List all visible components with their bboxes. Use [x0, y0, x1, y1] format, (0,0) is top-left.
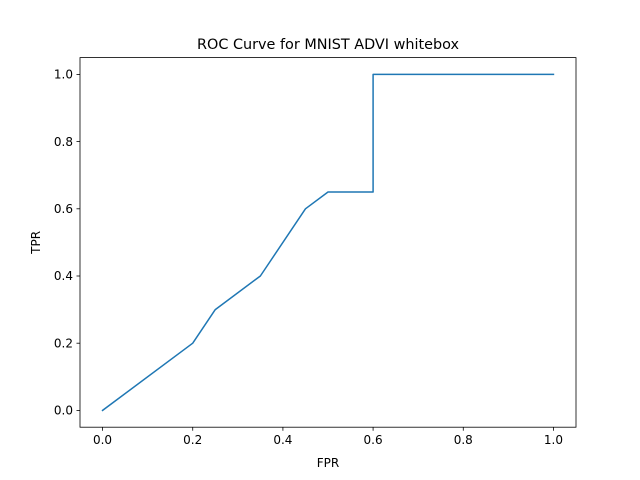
y-tick-label: 0.6 — [54, 202, 73, 216]
chart-title: ROC Curve for MNIST ADVI whitebox — [197, 37, 459, 53]
x-tick-label: 1.0 — [544, 433, 563, 447]
x-tick-label: 0.6 — [364, 433, 383, 447]
y-tick-label: 0.2 — [54, 336, 73, 350]
y-tick-label: 0.4 — [54, 269, 73, 283]
x-tick-label: 0.8 — [454, 433, 473, 447]
roc-curve-line — [101, 73, 555, 412]
y-tick-label: 1.0 — [54, 68, 73, 82]
y-tick-label: 0.0 — [54, 404, 73, 418]
y-axis-label: TPR — [29, 231, 43, 255]
x-tick-label: 0.4 — [273, 433, 292, 447]
x-axis-ticks: 0.0 0.2 0.4 0.6 0.8 1.0 — [93, 427, 563, 447]
axes-frame — [79, 57, 577, 428]
x-tick-label: 0.0 — [93, 433, 112, 447]
y-axis-ticks: 0.0 0.2 0.4 0.6 0.8 1.0 — [54, 68, 80, 418]
y-tick-label: 0.8 — [54, 135, 73, 149]
plot-area — [101, 73, 555, 412]
x-tick-label: 0.2 — [183, 433, 202, 447]
x-axis-label: FPR — [317, 456, 339, 470]
